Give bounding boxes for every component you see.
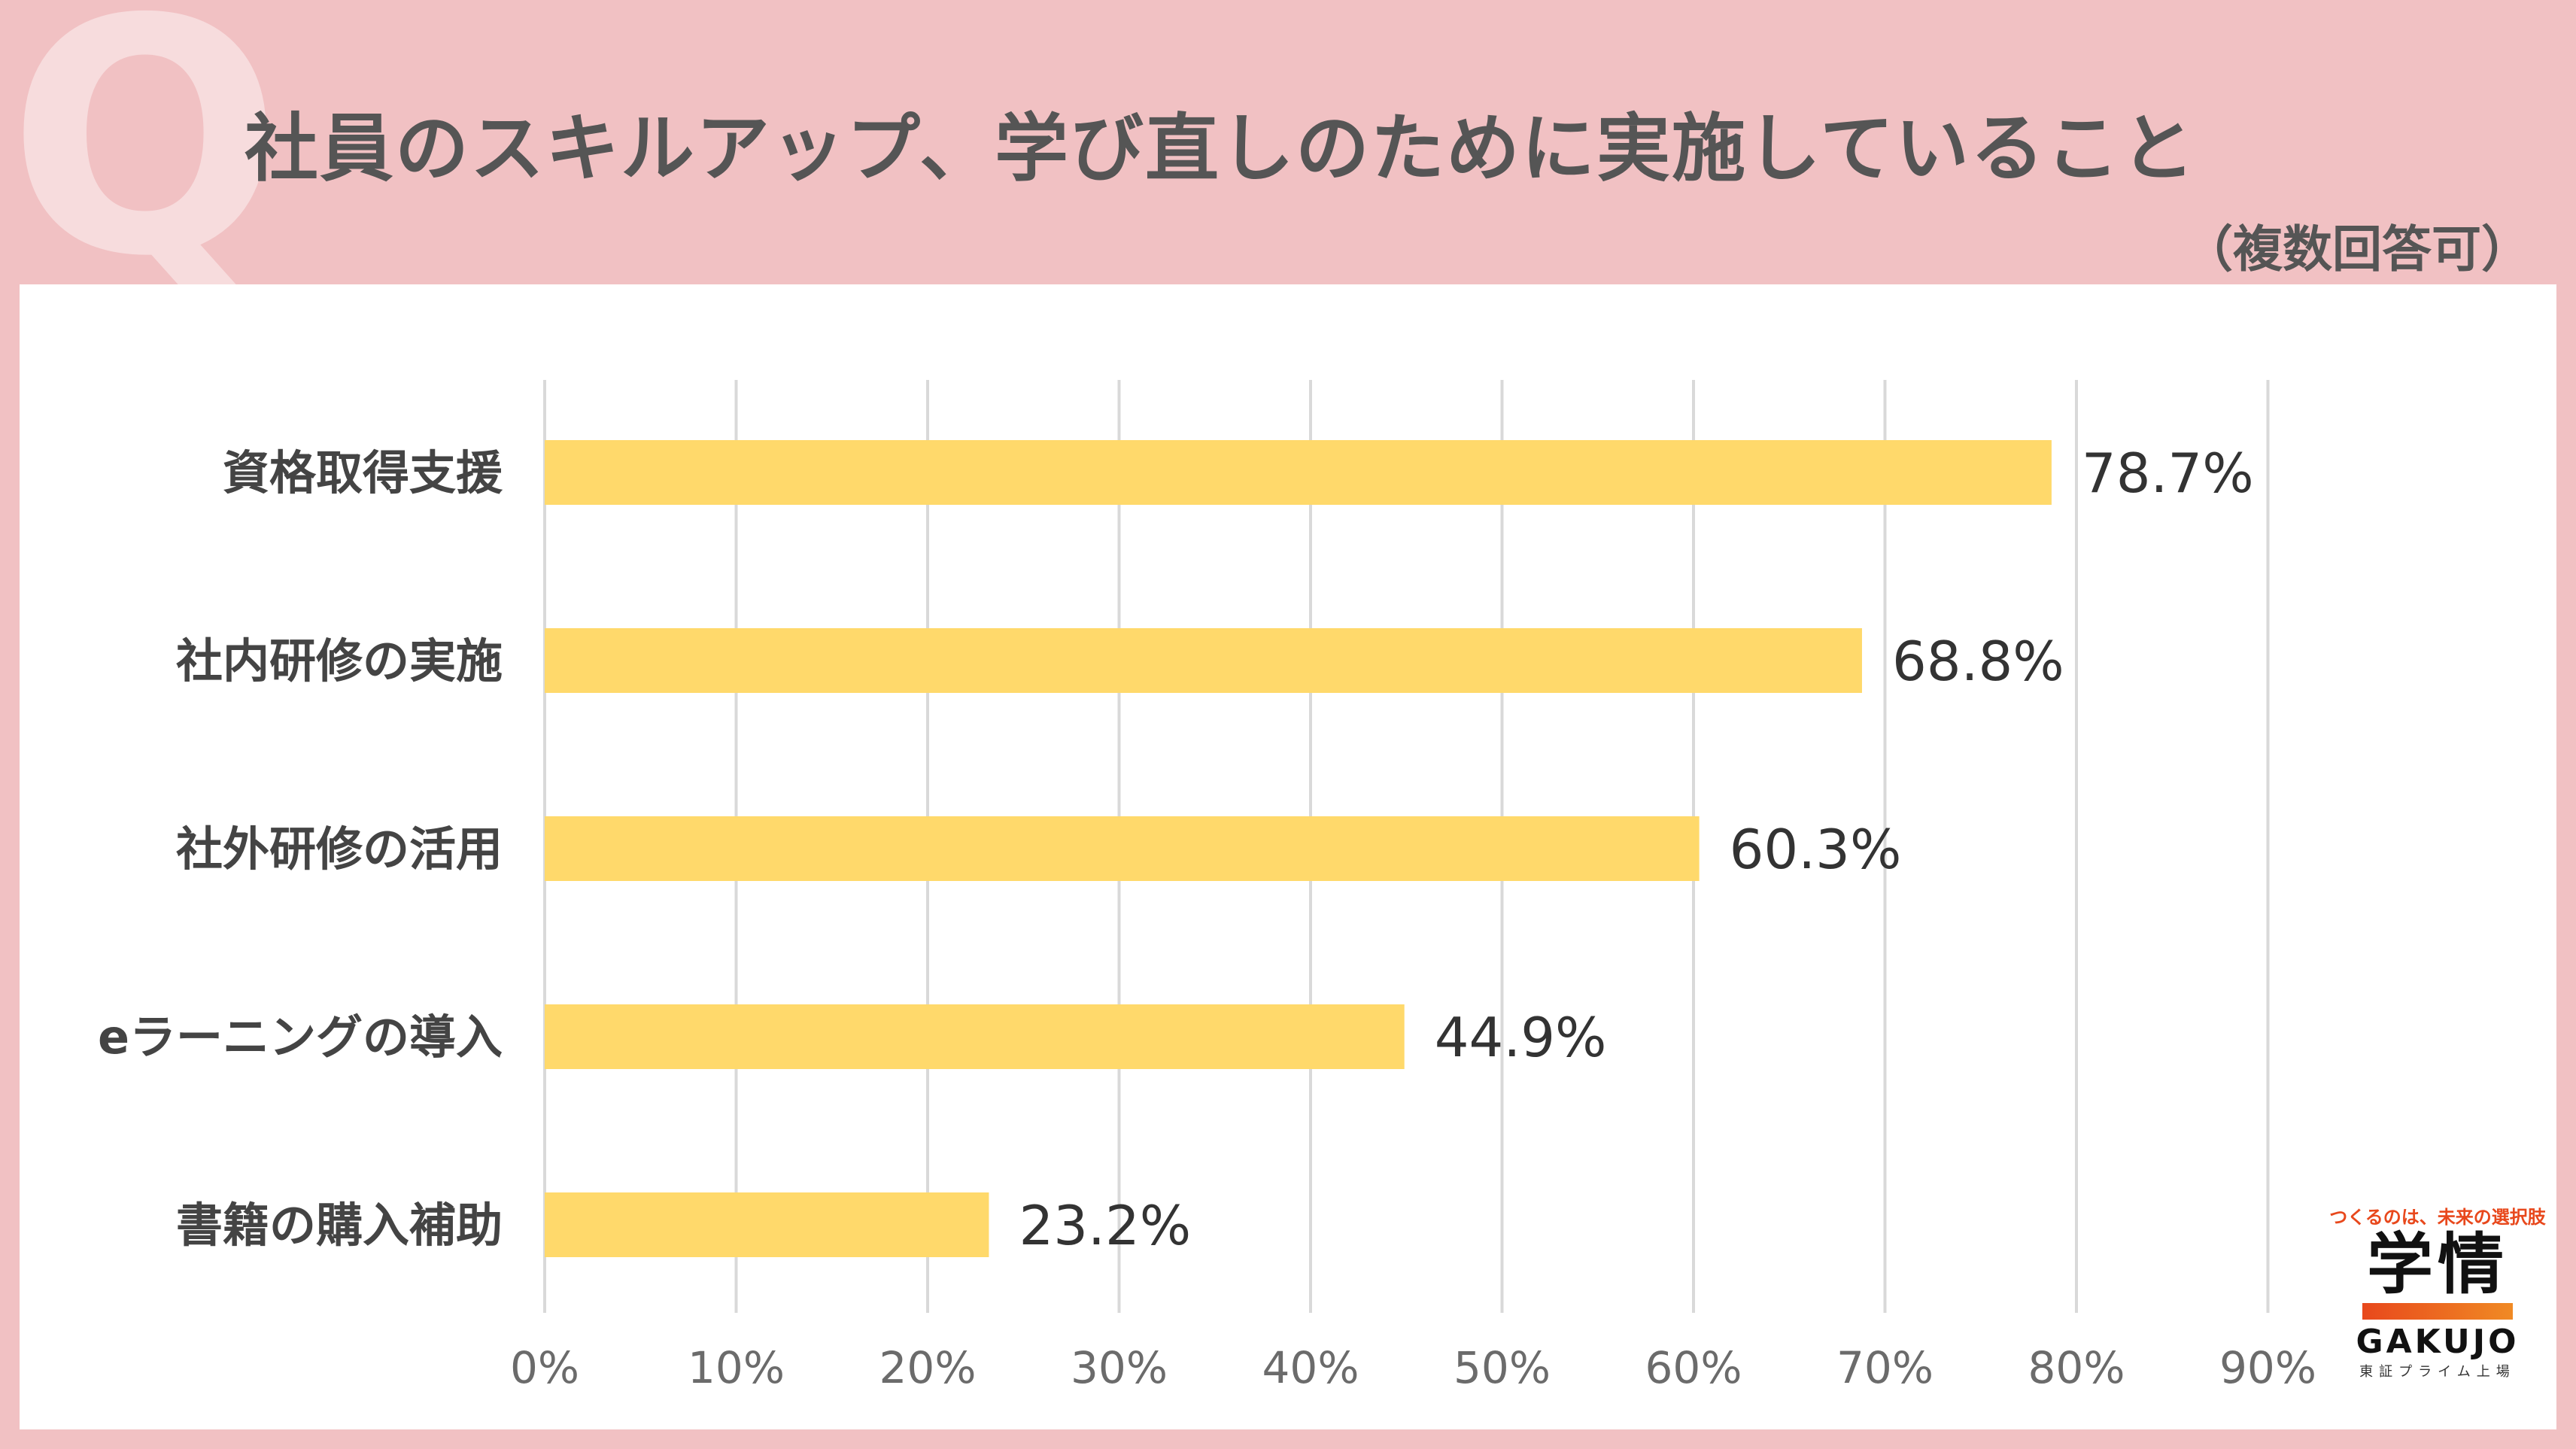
x-tick-label: 80% — [2028, 1342, 2125, 1393]
x-tick-label: 40% — [1262, 1342, 1359, 1393]
data-label: 68.8% — [1892, 630, 2064, 693]
bar — [545, 816, 1700, 881]
category-label: 書籍の購入補助 — [176, 1198, 503, 1253]
bar — [545, 440, 2052, 505]
q-mark: Q — [8, 0, 283, 327]
bar — [545, 628, 1862, 693]
data-label: 60.3% — [1730, 818, 1902, 881]
x-tick-label: 0% — [510, 1342, 579, 1393]
bar — [545, 1004, 1405, 1069]
category-label: 社内研修の実施 — [176, 633, 503, 688]
logo-accent-bar — [2362, 1302, 2513, 1320]
x-tick-label: 90% — [2219, 1342, 2316, 1393]
chart-title: 社員のスキルアップ、学び直しのために実施していること — [245, 106, 2197, 192]
category-label: 社外研修の活用 — [176, 822, 503, 876]
category-label: eラーニングの導入 — [98, 1010, 503, 1065]
data-label: 78.7% — [2082, 442, 2254, 505]
x-tick-label: 10% — [688, 1342, 785, 1393]
logo-subtext: 東証プライム上場 — [2359, 1363, 2516, 1380]
logo-kanji: 学情 — [2366, 1226, 2508, 1303]
data-label: 23.2% — [1019, 1194, 1191, 1257]
data-label: 44.9% — [1435, 1006, 1607, 1069]
logo-tagline: つくるのは、未来の選択肢 — [2329, 1207, 2546, 1228]
logo-english: GAKUJO — [2356, 1322, 2520, 1361]
chart-subtitle: （複数回答可） — [2183, 220, 2531, 278]
x-tick-label: 30% — [1071, 1342, 1168, 1393]
bar — [545, 1192, 989, 1257]
x-tick-label: 20% — [879, 1342, 977, 1393]
category-label: 資格取得支援 — [223, 445, 503, 500]
x-tick-label: 50% — [1454, 1342, 1551, 1393]
x-tick-label: 60% — [1645, 1342, 1742, 1393]
x-tick-label: 70% — [1836, 1342, 1934, 1393]
gakujo-logo: つくるのは、未来の選択肢 学情 GAKUJO 東証プライム上場 — [2325, 1202, 2550, 1381]
